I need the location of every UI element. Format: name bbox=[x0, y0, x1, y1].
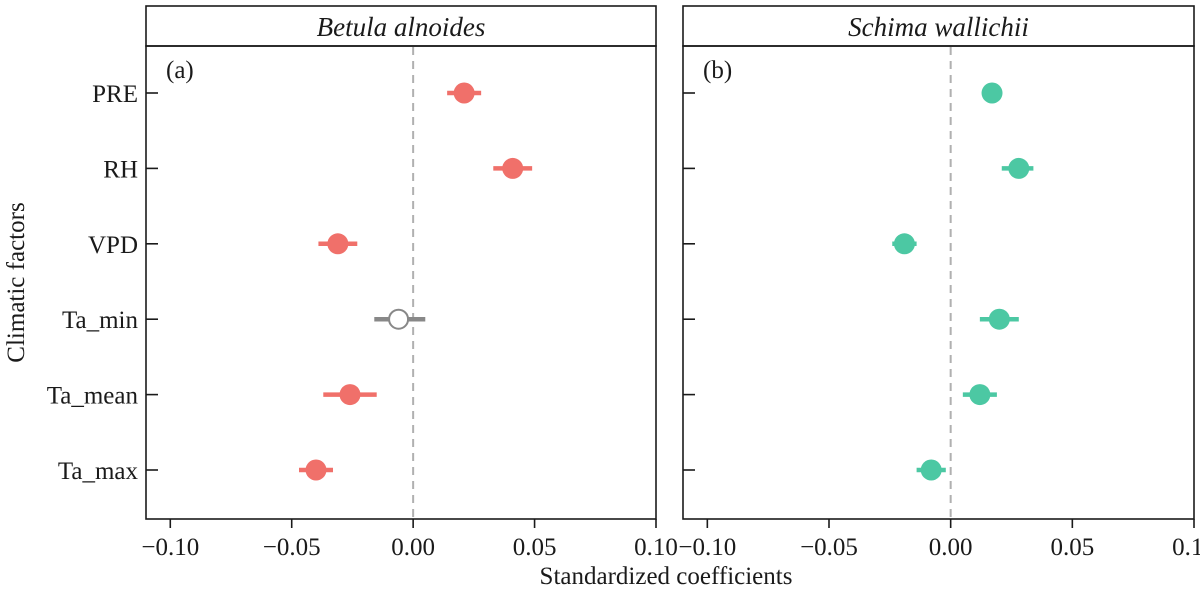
panel-b-point-pre bbox=[981, 82, 1003, 104]
panel-b-point-rh bbox=[1008, 157, 1030, 179]
panel-a-x-tick-label-1: −0.05 bbox=[263, 534, 321, 561]
panel-a-x-tick-label-2: 0.00 bbox=[391, 534, 435, 561]
panel-b-point-vpd bbox=[893, 233, 915, 255]
panel-a: Betula alnoides (a) PRE RH VPD Ta_min Ta_mea… bbox=[47, 5, 678, 561]
panel-a-title: Betula alnoides bbox=[317, 12, 486, 42]
x-axis-title: Standardized coefficients bbox=[540, 563, 793, 590]
panel-a-point-ta-max bbox=[305, 459, 327, 481]
panel-b-plot-frame bbox=[682, 45, 1195, 520]
panel-b-title: Schima wallichii bbox=[848, 12, 1029, 42]
panel-a-x-tick-label-4: 0.10 bbox=[634, 534, 678, 561]
panel-b-x-tick-label-2: 0.00 bbox=[929, 534, 973, 561]
panel-b-point-ta-mean bbox=[969, 384, 991, 406]
y-tick-label-rh: RH bbox=[103, 156, 138, 183]
panel-a-x-tick-label-3: 0.05 bbox=[513, 534, 557, 561]
panel-b-y-axis bbox=[683, 92, 695, 471]
panel-a-x-axis: −0.10 −0.05 0.00 0.05 0.10 bbox=[141, 519, 678, 561]
panel-a-point-pre bbox=[453, 82, 475, 104]
panel-a-label: (a) bbox=[166, 57, 194, 84]
panel-b: Schima wallichii (b) −0.10 −0.05 0.00 0.05 0… bbox=[678, 5, 1200, 561]
panel-a-plot-frame bbox=[145, 45, 657, 520]
panel-a-point-rh bbox=[502, 157, 524, 179]
panel-b-point-ta-min bbox=[988, 308, 1010, 330]
panel-a-marks bbox=[299, 47, 533, 518]
y-tick-label-vpd: VPD bbox=[88, 232, 138, 259]
panel-a-point-ta-mean bbox=[339, 384, 361, 406]
panel-b-point-ta-max bbox=[920, 459, 942, 481]
panel-b-x-tick-label-1: −0.05 bbox=[800, 534, 858, 561]
panel-b-label: (b) bbox=[703, 57, 732, 84]
panel-a-header-box bbox=[145, 5, 657, 47]
panel-a-x-tick-label-0: −0.10 bbox=[141, 534, 199, 561]
panel-b-marks bbox=[892, 47, 1034, 518]
panel-a-point-ta-min bbox=[388, 308, 410, 330]
panel-b-header-box bbox=[682, 5, 1195, 47]
panel-b-x-axis: −0.10 −0.05 0.00 0.05 0.10 bbox=[678, 519, 1200, 561]
y-tick-label-ta-min: Ta_min bbox=[62, 307, 139, 334]
panel-a-y-axis: PRE RH VPD Ta_min Ta_mean Ta_max bbox=[47, 81, 158, 485]
y-tick-label-ta-mean: Ta_mean bbox=[47, 383, 139, 410]
y-tick-label-pre: PRE bbox=[92, 81, 138, 108]
y-tick-label-ta-max: Ta_max bbox=[58, 458, 139, 485]
panel-b-x-tick-label-4: 0.10 bbox=[1172, 534, 1200, 561]
panel-a-point-vpd bbox=[327, 233, 349, 255]
panel-b-x-tick-label-0: −0.10 bbox=[678, 534, 736, 561]
panel-b-x-tick-label-3: 0.05 bbox=[1050, 534, 1094, 561]
y-axis-title: Climatic factors bbox=[3, 202, 30, 362]
